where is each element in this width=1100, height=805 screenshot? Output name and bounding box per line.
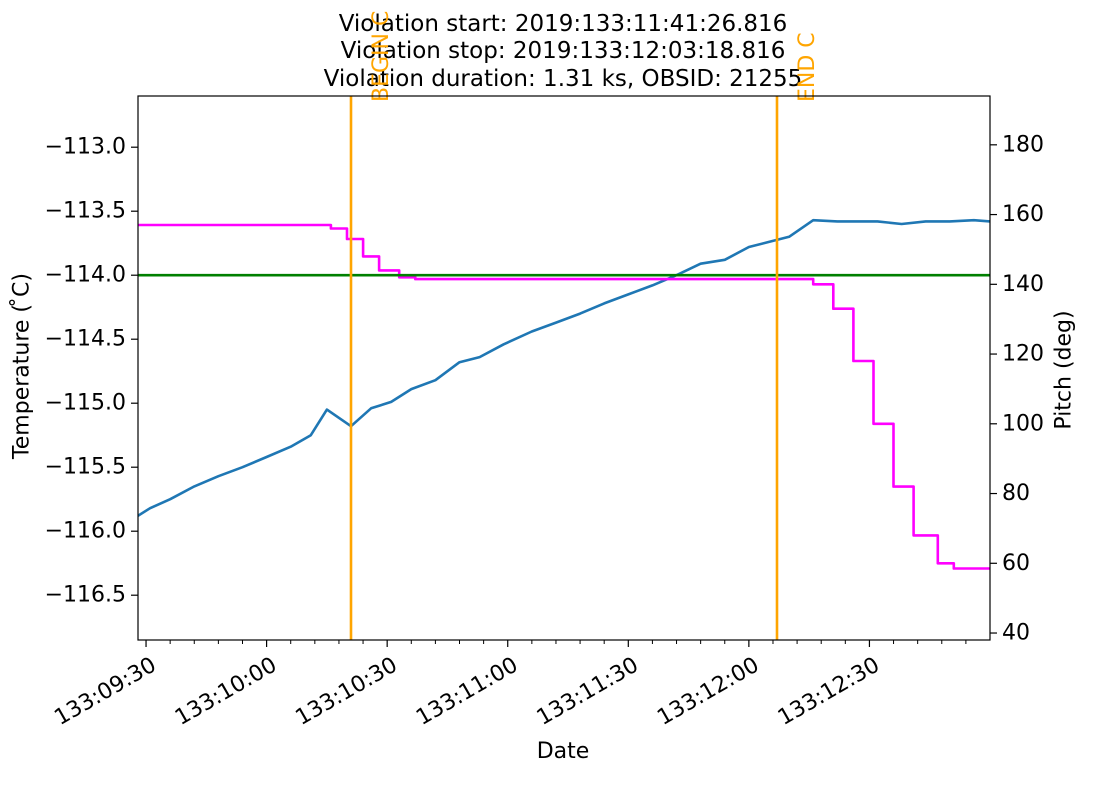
x-tick-label: 133:10:30	[292, 653, 402, 731]
chart-title-line: Violation start: 2019:133:11:41:26.816	[339, 11, 788, 37]
y-left-tick-label: −115.5	[45, 455, 126, 480]
pitch-series-line	[138, 223, 990, 570]
y-left-tick-label: −115.0	[45, 391, 126, 416]
x-axis-label: Date	[537, 739, 590, 764]
y-right-tick-label: 160	[1002, 202, 1044, 227]
x-tick-label: 133:12:30	[774, 653, 884, 731]
y-left-tick-label: −114.5	[45, 327, 126, 352]
x-tick-label: 133:10:00	[171, 653, 281, 731]
y-right-tick-label: 60	[1002, 551, 1030, 576]
y-left-tick-label: −113.0	[45, 135, 126, 160]
y-right-tick-label: 100	[1002, 411, 1044, 436]
x-tick-label: 133:11:30	[533, 653, 643, 731]
chart-title-line: Violation stop: 2019:133:12:03:18.816	[341, 38, 786, 64]
y-right-axis-label: Pitch (deg)	[1052, 310, 1077, 429]
y-left-tick-label: −116.5	[45, 583, 126, 608]
plot-frame	[137, 95, 991, 641]
temperature-series-line	[138, 218, 990, 517]
chart-title-line: Violation duration: 1.31 ks, OBSID: 2125…	[324, 66, 803, 92]
violation-begin-label: BEGIN C	[369, 11, 394, 102]
x-tick-label: 133:11:00	[412, 653, 522, 731]
y-right-tick-label: 80	[1002, 481, 1030, 506]
y-left-tick-label: −116.0	[45, 519, 126, 544]
y-right-tick-label: 180	[1002, 132, 1044, 157]
x-tick-label: 133:09:30	[50, 653, 160, 731]
y-left-tick-label: −113.5	[45, 199, 126, 224]
x-tick-label: 133:12:00	[653, 653, 763, 731]
y-left-axis-label: Temperature ( ̊C)	[10, 273, 35, 460]
y-right-tick-label: 140	[1002, 272, 1044, 297]
violation-end-label: END C	[795, 32, 820, 102]
y-right-tick-label: 40	[1002, 621, 1030, 646]
y-left-tick-label: −114.0	[45, 263, 126, 288]
y-right-tick-label: 120	[1002, 342, 1044, 367]
plot-area	[138, 218, 990, 570]
